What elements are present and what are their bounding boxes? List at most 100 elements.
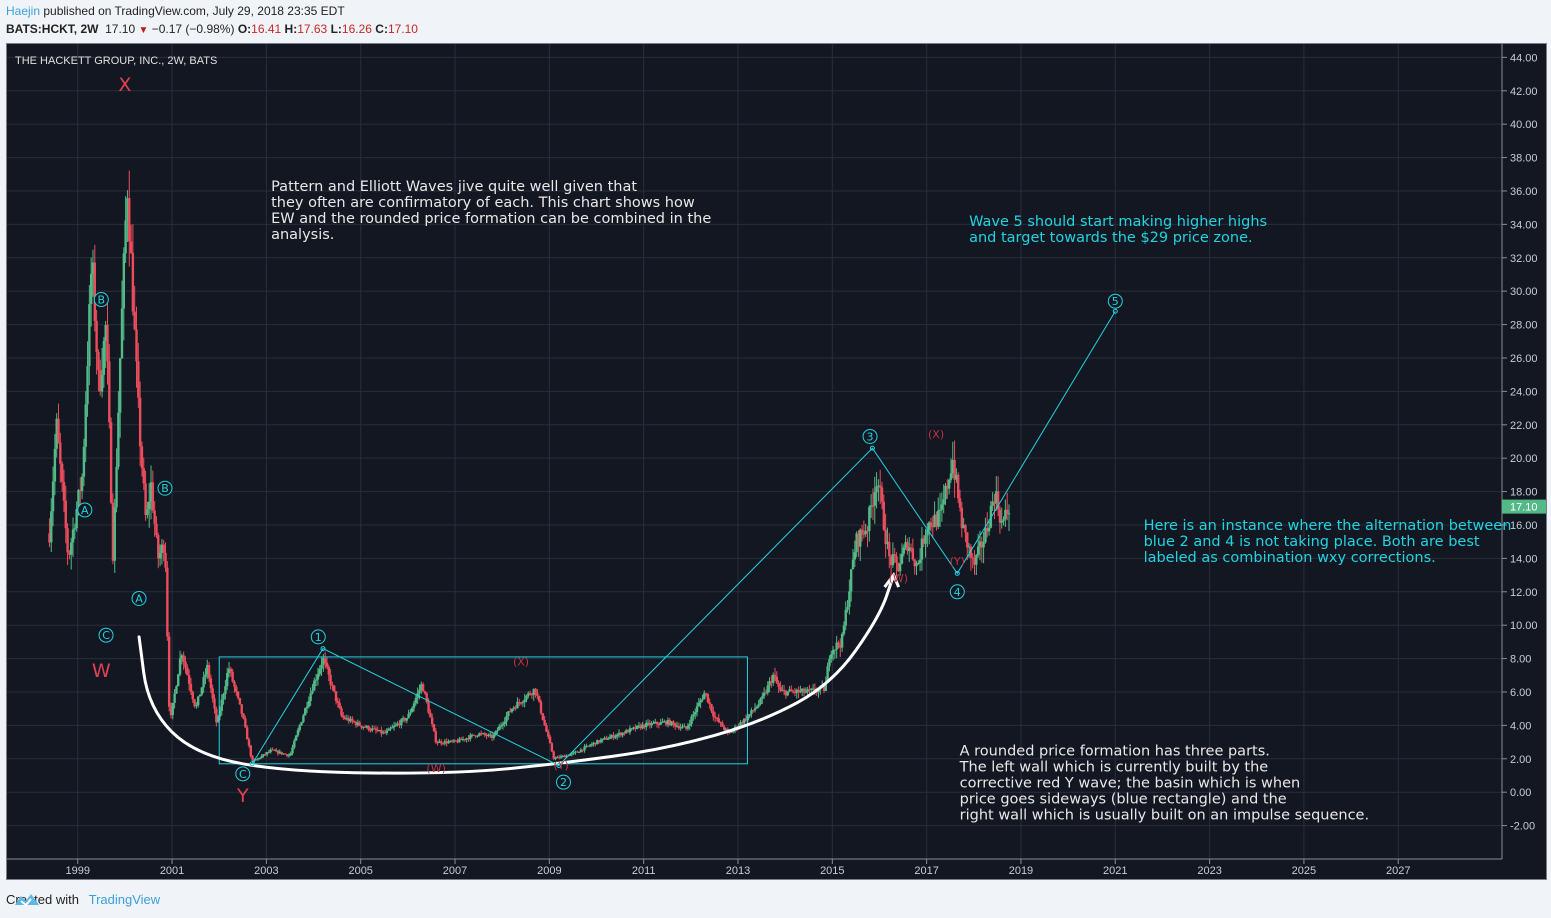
candle-up bbox=[260, 755, 263, 759]
note-line: right wall which is usually built on an … bbox=[960, 807, 1369, 823]
candle-up bbox=[227, 668, 231, 674]
candle-up bbox=[447, 741, 450, 744]
note-intro: Pattern and Elliott Waves jive quite wel… bbox=[271, 179, 711, 243]
candle-up bbox=[256, 758, 260, 760]
rounded-formation-curve bbox=[137, 573, 896, 775]
candle-up bbox=[146, 509, 149, 515]
candle-up bbox=[583, 746, 586, 751]
candle-up bbox=[799, 691, 802, 693]
candle-up bbox=[296, 730, 300, 736]
candle-up bbox=[900, 553, 904, 564]
candle-up bbox=[70, 542, 73, 555]
candle-up bbox=[492, 734, 496, 738]
candle-down bbox=[189, 683, 193, 692]
candle-up bbox=[830, 654, 833, 660]
candle-down bbox=[779, 687, 782, 691]
candle-down bbox=[247, 739, 251, 746]
candle-down bbox=[193, 699, 196, 707]
candle-up bbox=[596, 740, 599, 745]
candle-up bbox=[771, 674, 775, 683]
candle-up bbox=[496, 730, 499, 732]
candle-up bbox=[610, 735, 613, 738]
candle-up bbox=[196, 696, 200, 706]
candle-down bbox=[655, 721, 659, 725]
candle-down bbox=[245, 727, 249, 740]
wave-label-1: 1 bbox=[315, 631, 322, 644]
candle-up bbox=[320, 664, 323, 669]
candle-down bbox=[712, 711, 715, 717]
candle-down bbox=[372, 728, 376, 730]
wave-label-(Y): (Y) bbox=[553, 759, 568, 772]
wave-label-B: B bbox=[161, 482, 169, 495]
candle-down bbox=[815, 691, 818, 693]
y-tick-label: 4.00 bbox=[1510, 720, 1531, 732]
candle-up bbox=[670, 721, 673, 726]
candle-up bbox=[759, 698, 762, 705]
candle-up bbox=[77, 490, 80, 509]
candle-down bbox=[715, 717, 719, 719]
candle-down bbox=[822, 686, 826, 691]
candle-down bbox=[960, 507, 964, 529]
candle-down bbox=[536, 693, 539, 696]
wave-label-circle bbox=[98, 627, 114, 643]
candle-up bbox=[220, 699, 223, 712]
candle-up bbox=[126, 198, 129, 221]
candle-down bbox=[668, 719, 671, 726]
chart-canvas[interactable]: 44.0042.0040.0038.0036.0034.0032.0030.00… bbox=[7, 44, 1548, 881]
candle-up bbox=[53, 448, 57, 482]
candle-up bbox=[840, 634, 844, 648]
candle-down bbox=[913, 559, 916, 567]
x-tick-label: 2009 bbox=[537, 865, 561, 877]
y-tick-label: 8.00 bbox=[1510, 654, 1531, 666]
chart-panel[interactable]: 44.00 42.00 40.00 38.00 36.00 34.00 32.00 30.00… bbox=[6, 43, 1547, 880]
candle-up bbox=[498, 726, 501, 731]
candle-down bbox=[264, 754, 267, 756]
candle-up bbox=[848, 591, 851, 608]
candle-down bbox=[66, 528, 69, 553]
candle-down bbox=[862, 533, 866, 535]
candle-up bbox=[392, 725, 396, 728]
candle-down bbox=[490, 734, 494, 738]
note-line: Here is an instance where the alternatio… bbox=[1144, 518, 1512, 534]
candle-down bbox=[57, 418, 60, 443]
candle-up bbox=[811, 688, 815, 690]
candle-down bbox=[79, 490, 82, 492]
candle-up bbox=[405, 718, 408, 721]
wave-point bbox=[869, 445, 875, 451]
candle-up bbox=[625, 730, 628, 734]
candle-up bbox=[438, 741, 441, 743]
candle-down bbox=[229, 668, 233, 672]
candle-down bbox=[879, 485, 882, 488]
candle-up bbox=[590, 744, 593, 746]
candle-up bbox=[755, 706, 759, 709]
candle-up bbox=[345, 718, 349, 720]
candle-down bbox=[445, 741, 448, 744]
candle-up bbox=[835, 642, 838, 650]
candle-down bbox=[664, 721, 668, 725]
y-tick-label: 44.00 bbox=[1510, 52, 1538, 64]
candle-up bbox=[645, 722, 648, 728]
tradingview-link[interactable]: TradingView bbox=[88, 892, 161, 907]
candle-up bbox=[762, 692, 766, 697]
candle-up bbox=[391, 727, 394, 729]
candle-down bbox=[998, 509, 1002, 523]
candle-up bbox=[1002, 519, 1005, 521]
candle-up bbox=[585, 745, 588, 747]
candle-down bbox=[325, 662, 329, 667]
candle-down bbox=[367, 726, 370, 730]
candle-up bbox=[160, 544, 164, 553]
candle-down bbox=[343, 717, 347, 720]
candle-up bbox=[414, 698, 418, 704]
wave-label-(W): (W) bbox=[426, 762, 445, 775]
candle-up bbox=[766, 685, 769, 693]
candle-up bbox=[255, 759, 258, 761]
wave-label-C: C bbox=[239, 768, 247, 781]
wave-label-circle bbox=[235, 766, 251, 782]
candle-down bbox=[519, 702, 523, 704]
candle-down bbox=[235, 686, 238, 692]
wave-label-5: 5 bbox=[1112, 295, 1119, 308]
candle-down bbox=[251, 756, 254, 761]
candle-up bbox=[318, 668, 321, 675]
author-link[interactable]: Haejin bbox=[6, 4, 41, 18]
candle-up bbox=[262, 754, 265, 756]
